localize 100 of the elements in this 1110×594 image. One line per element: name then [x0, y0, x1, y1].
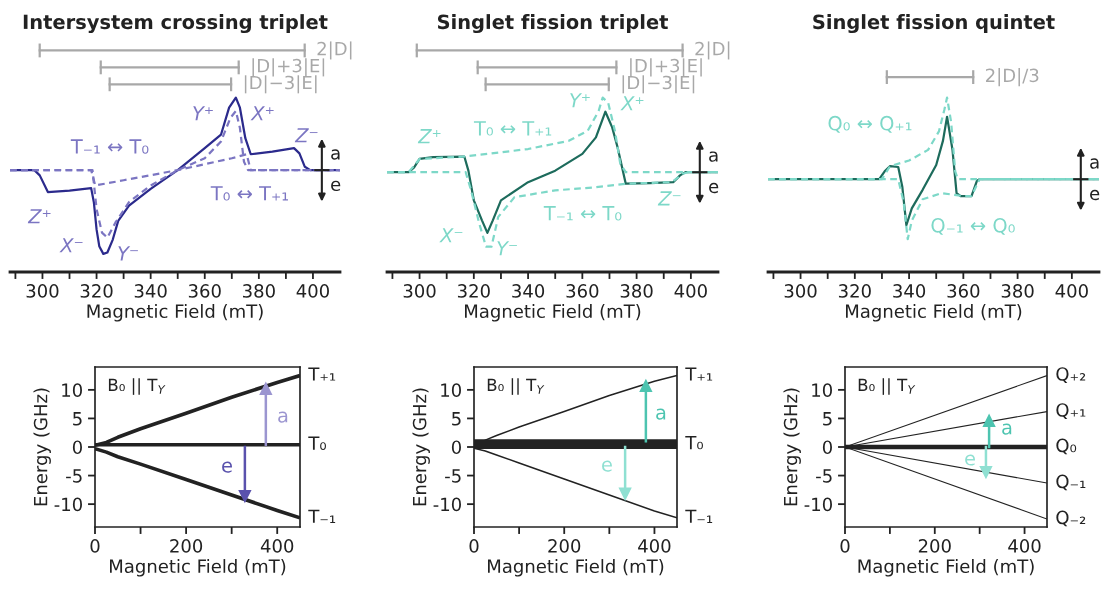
x-tick-label: 340: [134, 284, 167, 298]
annotation: e: [222, 461, 232, 473]
x-tick-label: 380: [620, 284, 653, 298]
y-tick-label: 5: [452, 412, 461, 426]
y-axis-title: Energy (GHz): [412, 388, 430, 506]
series-label: T₋₁: [308, 509, 336, 523]
x-axis-title: Magnetic Field (mT): [846, 304, 1022, 322]
annotation: e: [1090, 189, 1100, 201]
legend-label: Q₋₂: [1056, 510, 1086, 527]
chart-title: Intersystem crossing triplet: [23, 14, 328, 34]
text: |D|+3|E|: [630, 58, 702, 77]
x-tick-label: 300: [403, 284, 436, 298]
annotation: Y⁺: [570, 93, 590, 108]
y-tick-label: 10: [812, 383, 832, 397]
series-label: Q₀: [1056, 438, 1077, 455]
x-tick-label: 360: [566, 284, 599, 298]
x-tick-label: 320: [80, 284, 113, 298]
annotation: Y⁻: [118, 246, 138, 261]
text: 2|D|/3: [986, 68, 1039, 87]
x-tick-label: 300: [784, 284, 817, 298]
series-label: T₊₁: [685, 367, 713, 381]
annotation: Z⁺: [417, 129, 441, 144]
series-label: T₊₁: [308, 367, 336, 381]
series-label: Q₊₁: [1056, 403, 1086, 419]
annotation: e: [965, 454, 975, 466]
chart-title: Singlet fission quintet: [813, 14, 1055, 34]
series-label: Q₋₁: [1056, 474, 1086, 491]
y-tick-label: 10: [62, 383, 82, 397]
annotation: a: [656, 408, 666, 420]
annotation: T₋₁ ↔ T₀: [543, 206, 622, 221]
annotation: e: [331, 180, 341, 192]
annotation: e: [709, 182, 719, 194]
x-tick-label: 340: [893, 284, 926, 298]
annotation: a: [278, 411, 288, 423]
text: |D|+3|E|: [252, 58, 325, 77]
x-axis-title: Magnetic Field (mT): [858, 559, 1034, 577]
y-tick-label: 0: [451, 440, 461, 455]
y-tick-label: 0: [72, 440, 82, 455]
x-tick-label: 0: [90, 539, 100, 553]
x-tick-label: 380: [1001, 284, 1034, 298]
annotation: e: [602, 460, 612, 472]
x-tick-label: 320: [838, 284, 871, 298]
x-tick-label: 0: [469, 539, 479, 553]
y-tick-label: -5: [816, 469, 832, 483]
annotation: B₀ || T$_{Y}$: [858, 378, 916, 395]
chart-title: Singlet fission triplet: [437, 14, 668, 34]
annotation: a: [1090, 158, 1099, 169]
annotation: X⁺: [250, 106, 274, 121]
series-label: Q₊₂: [1056, 367, 1086, 383]
x-tick-label: 200: [170, 539, 203, 553]
annotation: Z⁻: [294, 128, 318, 143]
annotation: B₀ || T$_{Y}$: [108, 378, 166, 395]
annotation: Q₋₁ ↔ Q₀: [931, 217, 1015, 235]
series-label: T₀: [308, 436, 326, 450]
annotation: X⁻: [59, 238, 83, 253]
annotation: a: [1002, 423, 1012, 435]
x-tick-label: 360: [947, 284, 980, 298]
annotation: T₋₁ ↔ T₀: [70, 139, 149, 154]
y-axis-title: Energy (GHz): [33, 388, 51, 506]
x-tick-label: 320: [457, 284, 490, 298]
y-tick-label: 0: [822, 440, 832, 455]
annotation: Z⁻: [657, 191, 681, 206]
y-axis-title: Energy (GHz): [783, 388, 801, 506]
text: 2|D|: [695, 41, 730, 60]
x-axis-title: Magnetic Field (mT): [488, 559, 664, 577]
x-tick-label: 400: [296, 284, 329, 298]
text: |D|−3|E|: [622, 75, 695, 94]
annotation: X⁺: [620, 96, 644, 111]
y-tick-label: -10: [433, 497, 461, 512]
annotation: T₀ ↔ T₊₁: [210, 186, 288, 201]
x-tick-label: 400: [260, 539, 294, 553]
x-tick-label: 0: [840, 539, 850, 553]
x-tick-label: 380: [243, 284, 275, 298]
annotation: X⁻: [439, 228, 463, 243]
annotation: Q₀ ↔ Q₊₁: [828, 115, 912, 133]
x-tick-label: 400: [674, 284, 707, 298]
y-tick-label: -10: [54, 497, 82, 512]
annotation: B₀ || T$_{Y}$: [487, 378, 545, 395]
x-tick-label: 300: [26, 284, 59, 298]
x-tick-label: 200: [918, 539, 951, 553]
y-tick-label: -10: [804, 497, 832, 512]
y-tick-label: 10: [441, 383, 461, 397]
text: 2|D|: [317, 41, 352, 60]
annotation: a: [331, 149, 340, 160]
text: |D|−3|E|: [244, 75, 317, 94]
x-axis-title: Magnetic Field (mT): [465, 304, 641, 322]
x-tick-label: 200: [548, 539, 581, 553]
y-tick-label: 5: [73, 412, 82, 426]
x-tick-label: 360: [188, 284, 221, 298]
y-tick-label: -5: [66, 469, 82, 483]
annotation: Y⁺: [193, 106, 213, 121]
annotation: T₀ ↔ T₊₁: [473, 121, 552, 136]
series-label: T₋₁: [685, 509, 713, 523]
y-tick-label: -5: [445, 469, 461, 483]
x-tick-label: 400: [638, 539, 671, 553]
x-tick-label: 340: [512, 284, 545, 298]
x-tick-label: 400: [1055, 284, 1088, 298]
annotation: Y⁻: [497, 241, 517, 256]
x-axis-title: Magnetic Field (mT): [110, 559, 286, 577]
x-axis-title: Magnetic Field (mT): [87, 304, 263, 322]
